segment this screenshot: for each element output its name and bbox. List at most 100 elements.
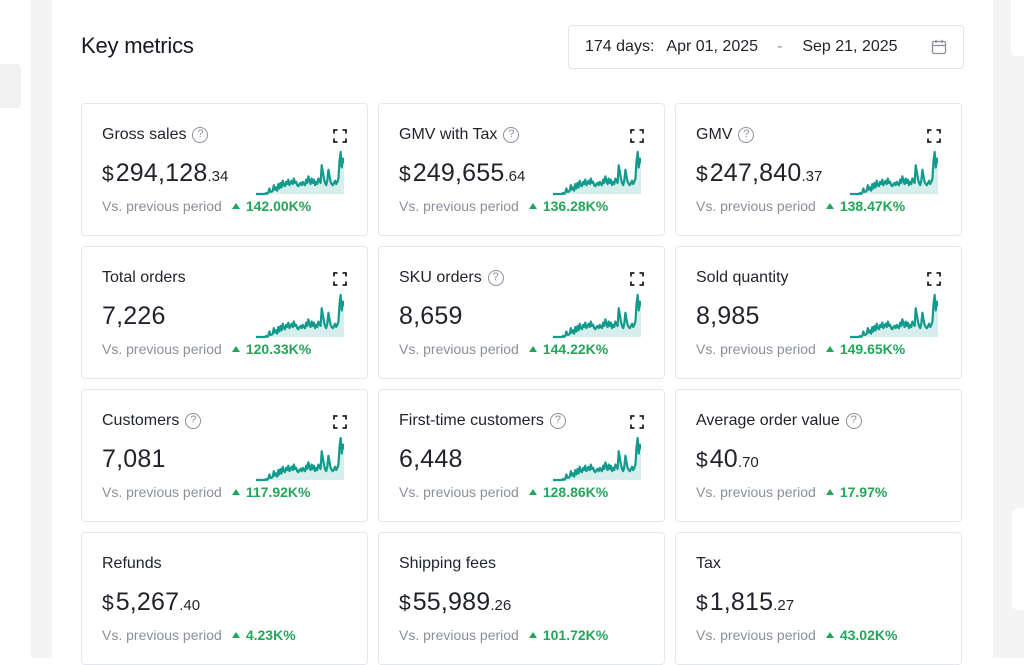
metric-comparison: Vs. previous period 117.92K% bbox=[102, 484, 310, 500]
metric-value: $40.70 bbox=[696, 445, 759, 474]
sparkline-line bbox=[850, 293, 938, 339]
sparkline-chart bbox=[553, 293, 641, 339]
metric-card[interactable]: Shipping fees $55,989.26 Vs. previous per… bbox=[378, 532, 665, 665]
calendar-icon[interactable] bbox=[931, 39, 947, 55]
metric-comparison: Vs. previous period 142.00K% bbox=[102, 198, 311, 214]
comparison-change: 136.28K% bbox=[542, 198, 609, 214]
sparkline-line bbox=[553, 293, 641, 339]
comparison-change: 142.00K% bbox=[245, 198, 312, 214]
metric-value: $1,815.27 bbox=[696, 588, 794, 617]
comparison-change: 138.47K% bbox=[839, 198, 906, 214]
metric-comparison: Vs. previous period 120.33K% bbox=[102, 341, 311, 357]
help-icon[interactable]: ? bbox=[549, 413, 566, 429]
trend-up-icon bbox=[231, 346, 240, 352]
comparison-label: Vs. previous period bbox=[102, 341, 222, 357]
metric-label: Sold quantity bbox=[696, 269, 789, 286]
expand-icon[interactable] bbox=[333, 272, 347, 286]
metric-value-decimal: .40 bbox=[179, 597, 201, 614]
metric-label-row: Tax bbox=[696, 555, 721, 573]
metric-value: 6,448 bbox=[399, 445, 463, 474]
expand-icon[interactable] bbox=[333, 129, 347, 143]
comparison-change: 4.23K% bbox=[245, 627, 296, 643]
expand-icon[interactable] bbox=[333, 415, 347, 429]
comparison-label: Vs. previous period bbox=[102, 484, 222, 500]
sparkline-area bbox=[850, 152, 938, 194]
metric-label: Total orders bbox=[102, 269, 186, 286]
metric-card[interactable]: Total orders 7,226 Vs. previous period 1… bbox=[81, 246, 368, 379]
metrics-grid: Gross sales? $294,128.34 Vs. previous pe… bbox=[81, 103, 964, 665]
metric-card[interactable]: Customers? 7,081 Vs. previous period 117… bbox=[81, 389, 368, 522]
metric-card[interactable]: GMV? $247,840.37 Vs. previous period 138… bbox=[675, 103, 962, 236]
metric-comparison: Vs. previous period 138.47K% bbox=[696, 198, 905, 214]
metric-comparison: Vs. previous period 136.28K% bbox=[399, 198, 608, 214]
metric-value: $5,267.40 bbox=[102, 588, 200, 617]
metric-value: 8,659 bbox=[399, 302, 463, 331]
date-range-separator: - bbox=[777, 38, 783, 55]
date-range-end[interactable]: Sep 21, 2025 bbox=[802, 38, 898, 55]
metric-value-integer: 247,840 bbox=[709, 159, 802, 187]
date-range-days: 174 days: bbox=[585, 38, 655, 55]
comparison-change: 149.65K% bbox=[839, 341, 906, 357]
comparison-label: Vs. previous period bbox=[696, 198, 816, 214]
metric-value-integer: 5,267 bbox=[115, 588, 180, 616]
metric-card[interactable]: SKU orders? 8,659 Vs. previous period 14… bbox=[378, 246, 665, 379]
metric-card[interactable]: Gross sales? $294,128.34 Vs. previous pe… bbox=[81, 103, 368, 236]
sparkline-line bbox=[256, 150, 344, 196]
expand-icon[interactable] bbox=[630, 272, 644, 286]
metric-currency: $ bbox=[399, 592, 411, 615]
metric-card[interactable]: Refunds $5,267.40 Vs. previous period 4.2… bbox=[81, 532, 368, 665]
metric-value-decimal: .64 bbox=[504, 168, 526, 185]
metric-label: GMV bbox=[696, 126, 733, 143]
expand-icon[interactable] bbox=[630, 415, 644, 429]
comparison-change: 128.86K% bbox=[542, 484, 609, 500]
trend-up-icon bbox=[825, 489, 834, 495]
help-icon[interactable]: ? bbox=[487, 270, 504, 286]
date-range-picker[interactable]: 174 days: Apr 01, 2025 - Sep 21, 2025 bbox=[568, 25, 964, 69]
metric-card[interactable]: GMV with Tax? $249,655.64 Vs. previous p… bbox=[378, 103, 665, 236]
comparison-change: 144.22K% bbox=[542, 341, 609, 357]
expand-icon[interactable] bbox=[630, 129, 644, 143]
sparkline-chart bbox=[256, 436, 344, 482]
metric-value-decimal: .70 bbox=[737, 454, 759, 471]
comparison-change: 17.97% bbox=[839, 484, 888, 500]
help-icon[interactable]: ? bbox=[503, 127, 520, 143]
metric-card[interactable]: First-time customers? 6,448 Vs. previous… bbox=[378, 389, 665, 522]
metric-value-decimal: .37 bbox=[801, 168, 823, 185]
metric-label-row: Average order value? bbox=[696, 412, 862, 430]
metric-value: $249,655.64 bbox=[399, 159, 525, 188]
metric-label: GMV with Tax bbox=[399, 126, 498, 143]
expand-icon[interactable] bbox=[927, 272, 941, 286]
comparison-change: 43.02K% bbox=[839, 627, 898, 643]
metric-value-integer: 249,655 bbox=[412, 159, 505, 187]
trend-up-icon bbox=[231, 632, 240, 638]
metric-comparison: Vs. previous period 149.65K% bbox=[696, 341, 905, 357]
left-panel-tab[interactable] bbox=[0, 64, 21, 108]
help-icon[interactable]: ? bbox=[185, 413, 202, 429]
sparkline-chart bbox=[553, 436, 641, 482]
comparison-label: Vs. previous period bbox=[696, 341, 816, 357]
metric-label-row: SKU orders? bbox=[399, 269, 504, 287]
metric-card[interactable]: Tax $1,815.27 Vs. previous period 43.02K% bbox=[675, 532, 962, 665]
metric-currency: $ bbox=[102, 592, 114, 615]
help-icon[interactable]: ? bbox=[738, 127, 755, 143]
comparison-change: 101.72K% bbox=[542, 627, 609, 643]
sparkline-area bbox=[553, 295, 641, 337]
metric-label: Average order value bbox=[696, 412, 840, 429]
sparkline-area bbox=[256, 295, 344, 337]
trend-up-icon bbox=[231, 203, 240, 209]
help-icon[interactable]: ? bbox=[192, 127, 209, 143]
metric-value-integer: 6,448 bbox=[399, 445, 463, 473]
metric-label-row: GMV with Tax? bbox=[399, 126, 520, 144]
metric-label-row: GMV? bbox=[696, 126, 755, 144]
metric-card[interactable]: Average order value? $40.70 Vs. previous … bbox=[675, 389, 962, 522]
metric-label-row: Sold quantity bbox=[696, 269, 789, 287]
expand-icon[interactable] bbox=[927, 129, 941, 143]
metric-value-integer: 40 bbox=[709, 445, 738, 473]
metric-card[interactable]: Sold quantity 8,985 Vs. previous period … bbox=[675, 246, 962, 379]
metric-value-decimal: .34 bbox=[207, 168, 229, 185]
sparkline-area bbox=[256, 438, 344, 480]
date-range-start[interactable]: Apr 01, 2025 bbox=[666, 38, 759, 55]
help-icon[interactable]: ? bbox=[845, 413, 862, 429]
metric-value: 7,081 bbox=[102, 445, 166, 474]
sparkline-chart bbox=[850, 293, 938, 339]
